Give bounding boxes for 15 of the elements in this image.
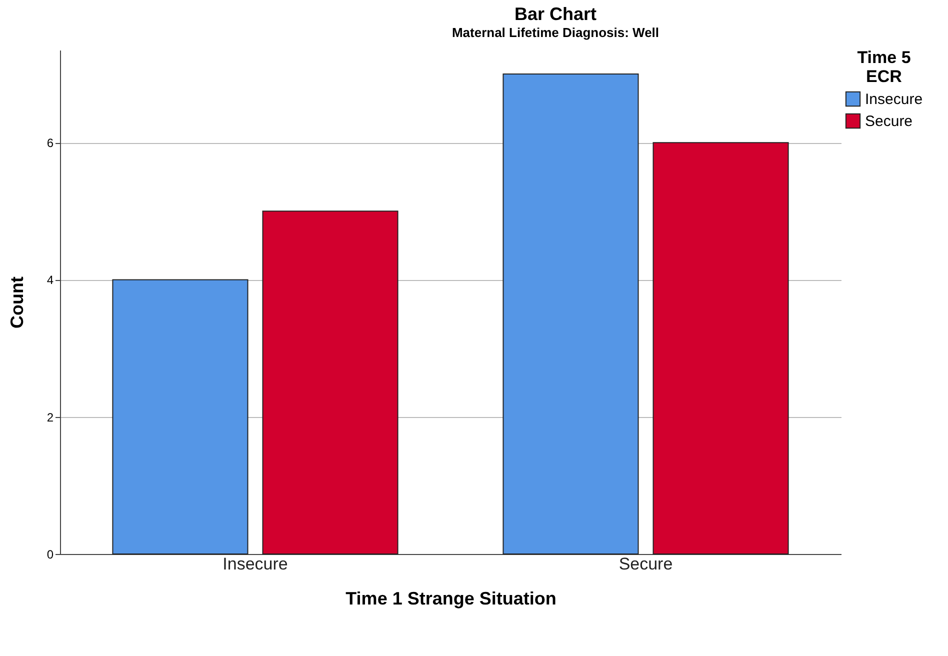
y-tick-label: 4 [46,273,54,288]
legend-title: Time 5 ECR [857,48,911,86]
legend-label: Insecure [865,91,923,108]
bar [502,74,639,554]
x-axis-title: Time 1 Strange Situation [346,588,556,608]
y-tick-label: 6 [46,136,54,150]
y-axis-title: Count [6,276,27,328]
bar [112,279,248,554]
y-tick-label: 0 [46,548,54,562]
bar [652,142,789,554]
chart-subtitle: Maternal Lifetime Diagnosis: Well [452,25,660,40]
legend-label: Secure [865,113,913,130]
bar [262,210,398,554]
chart-title: Bar Chart [514,4,597,24]
y-tick-label: 2 [46,410,54,424]
